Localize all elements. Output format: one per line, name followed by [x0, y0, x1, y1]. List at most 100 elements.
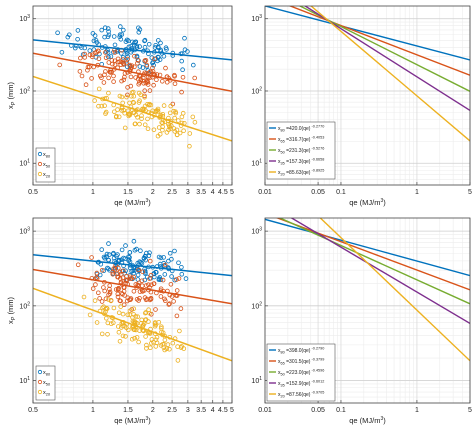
- data-point-x80: [137, 259, 142, 265]
- data-point-x50: [103, 69, 108, 74]
- data-point-x50: [147, 88, 153, 93]
- data-point-x50: [132, 64, 137, 70]
- data-point-x80: [102, 25, 108, 31]
- x-tick-label: 1.5: [123, 189, 133, 196]
- data-point-x20: [111, 305, 117, 311]
- data-point-x20: [179, 114, 185, 120]
- data-point-x50: [136, 81, 142, 87]
- data-point-x50: [115, 56, 121, 62]
- data-point-x80: [120, 55, 126, 60]
- data-point-x20: [117, 338, 123, 344]
- data-point-x20: [103, 111, 108, 116]
- x-tick-label: 4.5: [218, 407, 228, 414]
- fit-line-x20: [33, 75, 232, 142]
- data-point-x20: [174, 132, 180, 138]
- x-tick-label: 0.01: [258, 189, 272, 196]
- data-point-x20: [125, 108, 131, 114]
- x-tick-label: 0.05: [311, 407, 325, 414]
- data-point-x50: [131, 288, 137, 294]
- legend-marker-x50: [37, 379, 43, 385]
- data-point-x80: [147, 250, 152, 256]
- data-point-x20: [99, 331, 105, 337]
- data-point-x20: [158, 112, 164, 118]
- data-point-x50: [166, 302, 172, 307]
- data-point-x50: [139, 278, 145, 284]
- y-tick-label: 102: [251, 301, 262, 310]
- legend-box: [35, 365, 56, 401]
- data-point-x20: [181, 128, 186, 134]
- x-tick-label: 2: [151, 189, 155, 196]
- data-point-x50: [112, 50, 118, 55]
- data-point-x50: [102, 288, 107, 294]
- data-point-x20: [129, 94, 134, 99]
- data-point-x80: [176, 260, 181, 266]
- data-point-x50: [122, 293, 127, 298]
- data-point-x80: [162, 272, 168, 277]
- data-point-x50: [144, 283, 149, 288]
- data-point-x50: [83, 82, 89, 87]
- data-point-x20: [148, 102, 154, 108]
- fit-line-x80: [33, 39, 232, 61]
- x-tick-label: 0.5: [28, 189, 38, 196]
- data-point-x20: [145, 116, 150, 122]
- data-point-x20: [132, 110, 137, 115]
- data-point-x50: [153, 307, 158, 312]
- data-point-x50: [163, 298, 168, 304]
- x-tick-label: 5: [230, 407, 234, 414]
- y-tick-label: 102: [251, 86, 262, 95]
- y-tick-label: 101: [251, 376, 262, 385]
- x-tick-label: 4: [211, 407, 215, 414]
- data-point-x80: [75, 36, 80, 42]
- data-point-x20: [141, 106, 147, 112]
- data-point-x20: [145, 126, 151, 131]
- data-point-x20: [187, 131, 193, 136]
- data-point-x50: [174, 313, 180, 319]
- data-point-x20: [159, 329, 164, 335]
- data-point-x50: [136, 280, 142, 286]
- data-point-x80: [123, 243, 128, 248]
- data-point-x20: [172, 129, 178, 134]
- series-x20-points: [92, 86, 198, 149]
- data-point-x50: [151, 281, 157, 287]
- data-point-x80: [107, 252, 112, 257]
- data-point-x20: [154, 334, 160, 340]
- data-point-x80: [126, 254, 131, 260]
- legend-equation-x20: x20 =85.63(qe) -0.8925: [278, 169, 324, 177]
- data-point-x80: [94, 40, 100, 45]
- data-point-x50: [99, 267, 105, 273]
- data-point-x20: [161, 103, 167, 108]
- data-point-x50: [103, 296, 109, 302]
- x-tick-label: 1: [415, 407, 419, 414]
- data-point-x80: [169, 274, 174, 279]
- x-tick-label: 0.01: [258, 407, 272, 414]
- data-point-x80: [172, 248, 177, 254]
- data-point-x80: [136, 29, 142, 35]
- axes-frame: [264, 5, 471, 186]
- data-point-x50: [115, 294, 121, 300]
- data-point-x80: [140, 65, 146, 70]
- data-point-x50: [168, 281, 174, 287]
- data-point-x50: [85, 67, 90, 73]
- data-point-x50: [57, 62, 62, 68]
- x-tick-label: 3.5: [196, 189, 206, 196]
- x-tick-label: 5: [468, 407, 472, 414]
- data-point-x20: [116, 329, 122, 335]
- y-axis-label: xP (mm): [6, 82, 17, 109]
- data-point-x20: [177, 328, 182, 334]
- data-point-x80: [142, 44, 148, 50]
- data-point-x20: [136, 339, 141, 345]
- data-point-x50: [128, 276, 133, 281]
- data-point-x20: [126, 327, 131, 333]
- data-point-x20: [192, 120, 198, 125]
- data-point-x50: [150, 65, 155, 71]
- legend-equation-x20: x20 =87.56(qe) -0.9705: [278, 391, 324, 399]
- data-point-x80: [105, 34, 111, 39]
- data-point-x50: [121, 77, 127, 83]
- data-point-x50: [158, 294, 164, 299]
- data-point-x20: [125, 312, 131, 318]
- plot-area: [33, 24, 232, 149]
- legend-marker-x50: [37, 161, 43, 167]
- data-point-x20: [143, 310, 148, 316]
- panel-top-right: 0.01 0.05 0.1 1 5 101 102 103 qe (MJ/m3) x80 =420…: [251, 5, 472, 207]
- data-point-x50: [90, 286, 96, 291]
